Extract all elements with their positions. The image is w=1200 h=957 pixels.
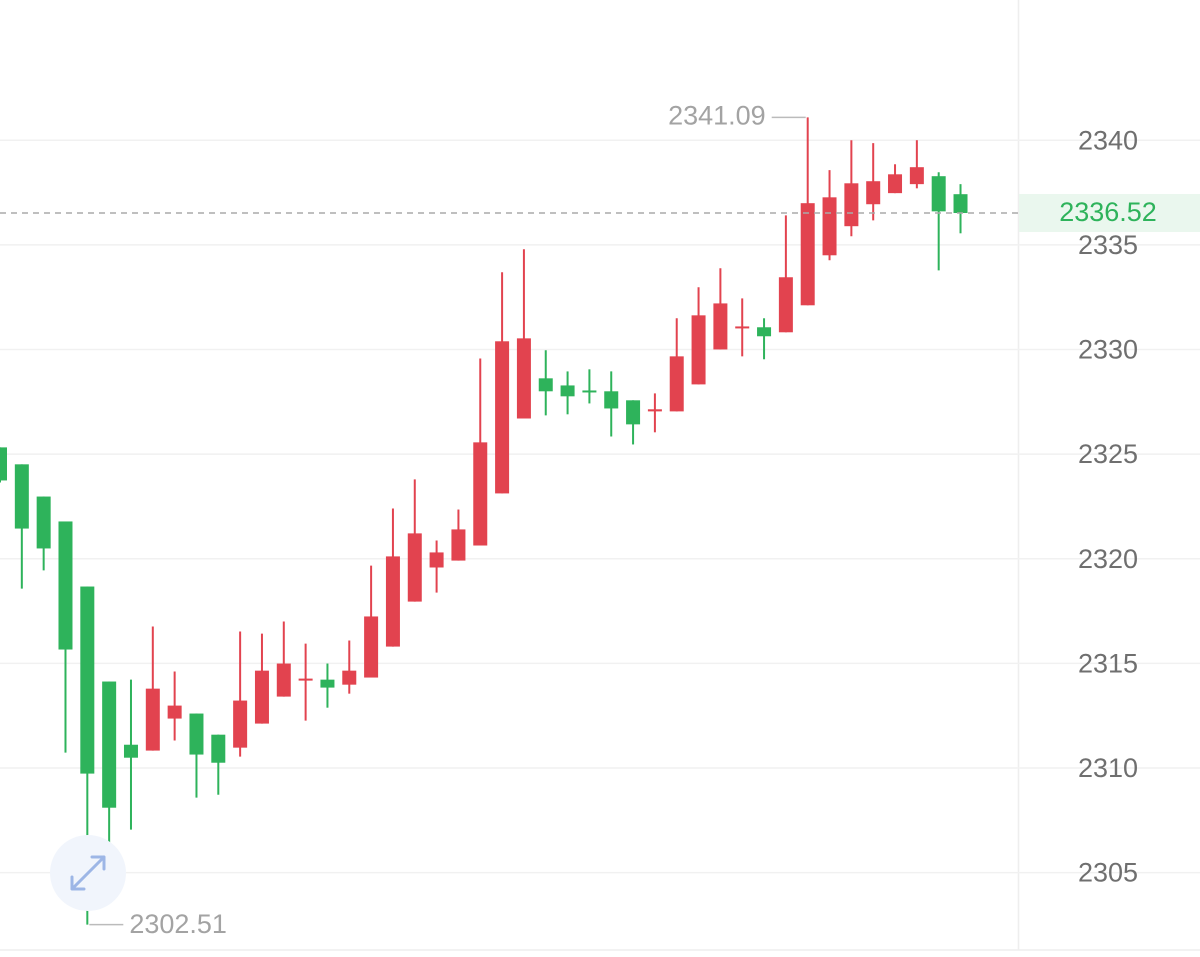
candle-body	[735, 326, 750, 329]
candle-body	[800, 203, 815, 306]
candle-body	[844, 183, 859, 227]
candle-body	[626, 400, 641, 425]
candle-body	[669, 356, 684, 412]
y-tick-label: 2310	[1078, 753, 1138, 783]
candle-body	[36, 496, 51, 549]
candle-body	[582, 390, 597, 393]
y-tick-label: 2335	[1078, 230, 1138, 260]
candle-body	[516, 338, 531, 419]
candle-body	[647, 409, 662, 412]
candle-body	[429, 552, 444, 568]
last-price-label: 2336.52	[1059, 197, 1157, 227]
candle-body	[211, 734, 226, 763]
candle-body	[866, 181, 881, 205]
candle-body	[189, 713, 204, 755]
candle-body	[495, 341, 510, 494]
y-tick-label: 2325	[1078, 439, 1138, 469]
grid: 2305 2310 2315 2320 2325 2330 2335 2340	[0, 125, 1200, 888]
expand-icon[interactable]	[70, 855, 106, 891]
candle-body	[385, 556, 400, 647]
candle-body	[320, 679, 335, 688]
candle-body	[757, 327, 772, 337]
overlay: 2341.09 2302.51 2336.52	[0, 101, 1200, 939]
candle-body	[364, 616, 379, 678]
candle-body	[691, 315, 706, 385]
candle-body	[888, 174, 903, 194]
plot-area	[0, 117, 968, 925]
candle-body	[254, 670, 269, 724]
min-label: 2302.51	[129, 909, 227, 939]
candle-body	[778, 277, 793, 333]
candle-body	[58, 521, 73, 650]
candle-body	[473, 442, 488, 546]
y-tick-label: 2315	[1078, 648, 1138, 678]
y-tick-label: 2340	[1078, 125, 1138, 155]
candle-body	[233, 700, 248, 748]
y-tick-label: 2330	[1078, 335, 1138, 365]
candle-body	[931, 176, 946, 212]
candle-body	[298, 678, 313, 681]
candle-body	[822, 197, 837, 256]
y-tick-label: 2305	[1078, 858, 1138, 888]
candle-body	[560, 385, 575, 397]
candle-body	[909, 167, 924, 185]
max-label: 2341.09	[668, 101, 766, 131]
candle-body	[102, 681, 117, 808]
candle-body	[538, 378, 553, 392]
expand-button[interactable]	[50, 835, 126, 911]
candle-body	[953, 194, 968, 214]
candle-body	[14, 464, 29, 529]
candle-body	[342, 670, 357, 685]
candle-body	[123, 744, 138, 758]
candle-body	[407, 533, 422, 602]
candle-body	[276, 663, 291, 697]
candle-body	[80, 586, 95, 774]
y-tick-label: 2320	[1078, 544, 1138, 574]
last-price-tag	[1019, 194, 1200, 233]
candle-body	[167, 705, 182, 719]
candle-body	[0, 447, 7, 481]
candle-body	[713, 303, 728, 350]
candle-body	[604, 391, 619, 409]
candle-body	[145, 688, 160, 751]
candle-body	[451, 529, 466, 561]
